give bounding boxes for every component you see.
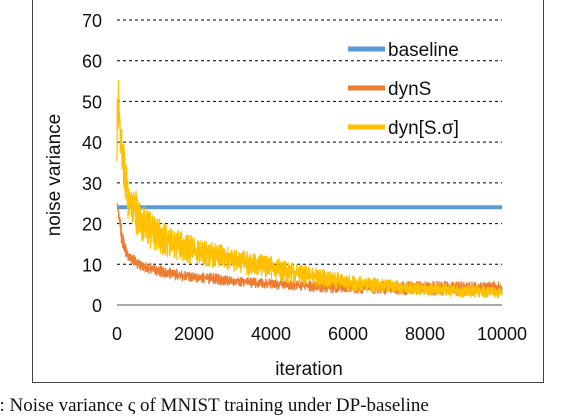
y-tick-label: 0 xyxy=(92,296,102,316)
axes: 0 10 20 30 40 50 60 70 0 2000 4000 6000 8000 10000 xyxy=(82,11,527,344)
y-tick-label: 50 xyxy=(82,92,102,112)
noise-variance-chart: 0 10 20 30 40 50 60 70 0 2000 4000 6000 8000 10000 no… xyxy=(44,11,527,380)
series-line-dyn-s-sigma xyxy=(116,80,503,299)
x-tick-label: 6000 xyxy=(328,324,368,344)
legend: baseline dynS dyn[S.σ] xyxy=(348,40,459,139)
y-tick-label: 40 xyxy=(82,133,102,153)
y-tick-label: 20 xyxy=(82,215,102,235)
series-layer xyxy=(116,80,503,299)
x-tick-label: 10000 xyxy=(477,324,527,344)
caption-text: 4: Noise variance ς of MNIST training un… xyxy=(0,395,429,416)
x-tick-label: 4000 xyxy=(251,324,291,344)
grid-lines xyxy=(117,19,502,265)
y-tick-label: 30 xyxy=(82,174,102,194)
y-tick-label: 10 xyxy=(82,255,102,275)
legend-label: dyn[S.σ] xyxy=(388,118,459,139)
legend-label: dynS xyxy=(388,79,431,100)
x-tick-label: 0 xyxy=(112,324,122,344)
x-tick-label: 2000 xyxy=(174,324,214,344)
x-tick-label: 8000 xyxy=(405,324,445,344)
y-axis-label: noise variance xyxy=(44,114,65,237)
x-axis-label: iteration xyxy=(275,359,343,380)
y-tick-label: 70 xyxy=(82,11,102,31)
figure-caption: 4: Noise variance ς of MNIST training un… xyxy=(0,395,578,420)
legend-label: baseline xyxy=(388,40,459,61)
figure-frame xyxy=(32,0,544,383)
y-tick-label: 60 xyxy=(82,52,102,72)
